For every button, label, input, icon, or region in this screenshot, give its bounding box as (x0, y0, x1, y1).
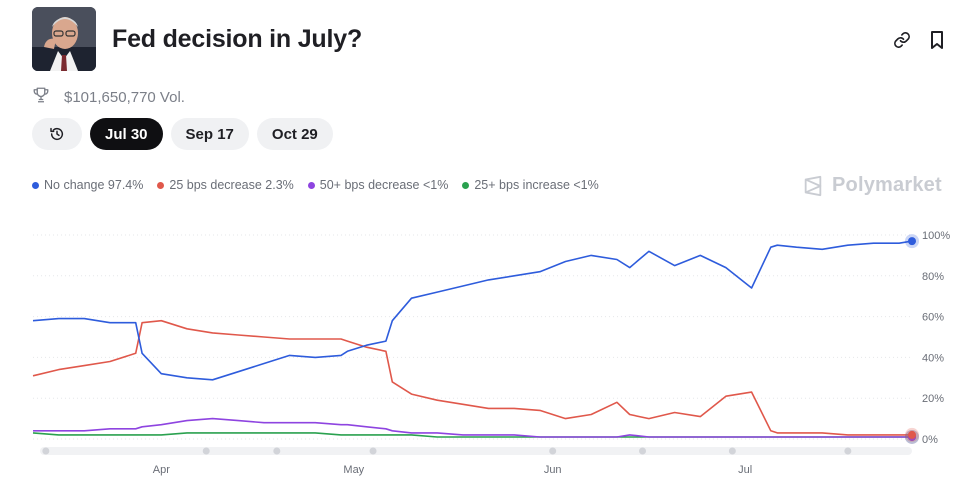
market-avatar (32, 7, 96, 71)
y-tick-label: 100% (922, 230, 950, 242)
scrubber-handle (369, 447, 377, 455)
series-end-marker (908, 430, 916, 439)
series-line-no-change (32, 240, 913, 381)
link-icon[interactable] (891, 29, 913, 51)
polymarket-brand: Polymarket (802, 174, 942, 197)
chart-series (32, 234, 919, 444)
series-end-marker (908, 237, 916, 246)
y-tick-label: 80% (922, 271, 944, 283)
tab-jul-30[interactable]: Jul 30 (90, 118, 163, 150)
x-tick-label: Apr (153, 464, 170, 476)
y-axis-labels: 100% 80% 60% 40% 20% 0% (922, 230, 950, 446)
chart-grid (33, 234, 912, 440)
scrubber-handle (639, 447, 647, 455)
avatar-image (32, 7, 96, 71)
scrubber-track (40, 447, 912, 455)
brand-name: Polymarket (832, 174, 942, 196)
tab-oct-29[interactable]: Oct 29 (256, 118, 333, 150)
probability-chart[interactable]: 100% 80% 60% 40% 20% 0% Apr May Jun Jul (0, 215, 974, 488)
scrubber-handle (728, 447, 736, 455)
polymarket-logo-icon (804, 175, 822, 196)
scrubber-handle (202, 447, 210, 455)
scrubber-handle (42, 447, 50, 455)
date-tabs: Jul 30 Sep 17 Oct 29 (32, 118, 333, 150)
market-title: Fed decision in July? (112, 25, 363, 53)
time-scrubber (40, 447, 912, 455)
legend-dot (157, 181, 165, 189)
y-tick-label: 0% (922, 434, 938, 446)
legend-dot (32, 181, 39, 189)
y-tick-label: 60% (922, 312, 944, 324)
y-tick-label: 20% (922, 393, 944, 405)
scrubber-handle (273, 447, 281, 455)
x-tick-label: Jul (738, 464, 752, 476)
legend-dot (462, 181, 470, 189)
history-icon (50, 127, 64, 141)
legend-item-50bps-decrease: 50+ bps decrease <1% (307, 178, 449, 192)
y-tick-label: 40% (922, 352, 944, 364)
x-axis-labels: Apr May Jun Jul (153, 464, 752, 476)
legend-label: No change 97.4% (44, 178, 144, 192)
x-tick-label: May (343, 464, 364, 476)
volume-text: $101,650,770 Vol. (64, 88, 185, 106)
bookmark-icon[interactable] (926, 29, 948, 51)
legend-label: 50+ bps decrease <1% (319, 178, 449, 192)
series-line-50-bps-decrease (33, 417, 912, 438)
market-header: Fed decision in July? (32, 7, 952, 71)
scrubber-handle (549, 447, 557, 455)
legend-dot (307, 181, 315, 189)
chart-legend: No change 97.4% 25 bps decrease 2.3% 50+… (32, 178, 599, 192)
scrubber-handle (844, 447, 852, 455)
legend-item-25bps-decrease: 25 bps decrease 2.3% (157, 178, 294, 192)
legend-item-25bps-increase: 25+ bps increase <1% (462, 178, 599, 192)
tab-sep-17[interactable]: Sep 17 (170, 118, 249, 150)
series-line-25-bps-decrease (32, 319, 912, 436)
legend-label: 25+ bps increase <1% (474, 178, 599, 192)
legend-label: 25 bps decrease 2.3% (169, 178, 294, 192)
trophy-icon (32, 86, 50, 108)
history-button[interactable] (32, 118, 82, 150)
legend-item-no-change: No change 97.4% (32, 178, 143, 192)
x-tick-label: Jun (544, 464, 562, 476)
volume-row: $101,650,770 Vol. (32, 87, 185, 107)
